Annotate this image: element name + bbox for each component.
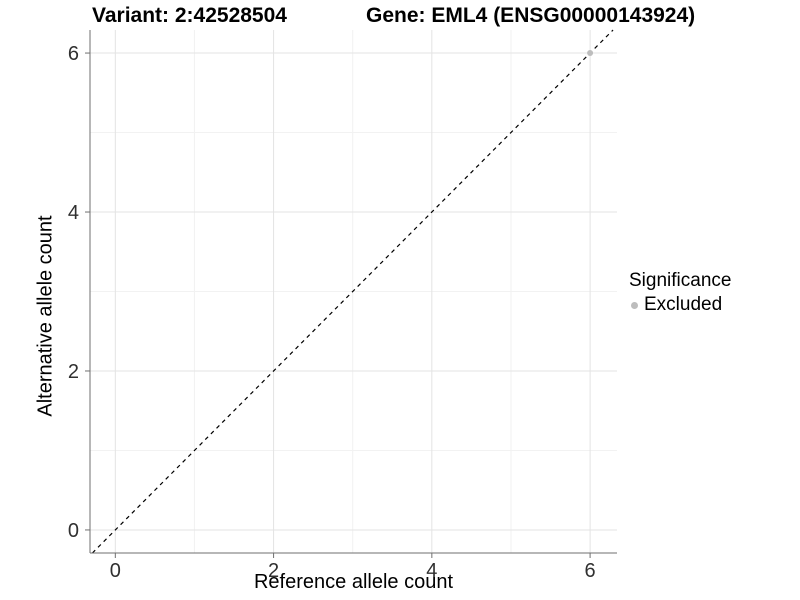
- legend-item-label: Excluded: [644, 294, 723, 315]
- data-point: [587, 50, 594, 57]
- legend: Significance Excluded: [629, 270, 731, 316]
- x-tick-label: 2: [268, 560, 279, 582]
- y-tick-label: 2: [68, 361, 79, 383]
- x-tick-label: 4: [426, 560, 437, 582]
- x-axis-title: Reference allele count: [253, 571, 453, 593]
- y-tick-label: 0: [68, 520, 79, 542]
- x-tick-label: 0: [110, 560, 121, 582]
- y-tick-label: 4: [68, 202, 79, 224]
- y-tick-label: 6: [68, 43, 79, 65]
- y-axis-title: Alternative allele count: [34, 215, 57, 417]
- legend-title: Significance: [629, 270, 732, 291]
- legend-key-dot-icon: [631, 301, 638, 309]
- legend-item-excluded: Excluded: [631, 294, 731, 316]
- x-tick-label: 6: [585, 560, 596, 582]
- identity-line: [91, 29, 614, 554]
- plot-title-gene: Gene: EML4 (ENSG00000143924): [366, 4, 696, 27]
- plot-title-variant: Variant: 2:42528504: [92, 4, 287, 27]
